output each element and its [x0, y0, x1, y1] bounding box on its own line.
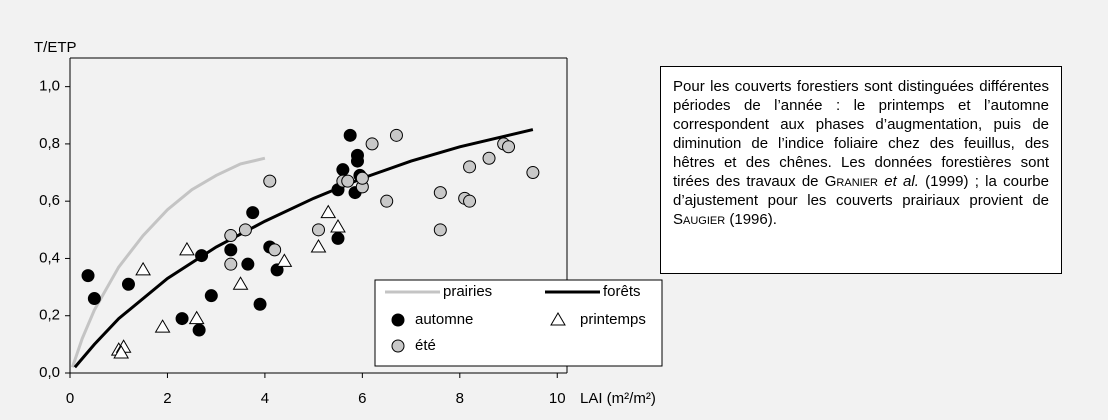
annotation-text: Saugier	[673, 211, 726, 228]
data-point	[463, 160, 477, 174]
data-point	[246, 206, 260, 220]
x-tick-label: 2	[163, 390, 171, 407]
data-point	[365, 137, 379, 151]
data-point	[175, 312, 189, 326]
legend-label: forêts	[603, 283, 641, 300]
x-tick-label: 0	[66, 390, 74, 407]
data-point	[179, 241, 195, 256]
y-tick-label: 0,2	[39, 307, 60, 324]
y-tick-label: 0,6	[39, 192, 60, 209]
data-point	[276, 253, 293, 267]
data-point	[113, 344, 130, 359]
data-point	[188, 310, 205, 325]
data-point	[224, 257, 238, 271]
data-point	[238, 223, 252, 237]
data-point	[224, 229, 238, 243]
x-tick-label: 8	[456, 390, 464, 407]
data-point	[336, 163, 350, 177]
data-point	[87, 292, 101, 306]
data-point	[320, 204, 337, 219]
data-point	[121, 277, 135, 291]
y-tick-label: 0,8	[39, 135, 60, 152]
legend-swatch	[391, 339, 405, 353]
data-point	[389, 128, 403, 142]
data-point	[433, 223, 447, 237]
legend-label: printemps	[580, 311, 646, 328]
y-tick-label: 0,0	[39, 364, 60, 381]
data-point	[195, 249, 209, 263]
annotation-text: (1999) ; la courbe d’ajustement pour les…	[673, 173, 1049, 209]
data-point	[341, 174, 355, 188]
data-point	[204, 289, 218, 303]
data-point	[310, 239, 327, 253]
annotation-box: Pour les couverts forestiers sont distin…	[660, 66, 1062, 274]
y-axis-label: T/ETP	[34, 39, 77, 56]
x-tick-label: 6	[358, 390, 366, 407]
data-point	[312, 223, 325, 237]
fit-line	[71, 156, 266, 368]
data-point	[253, 297, 267, 311]
legend-label: été	[415, 337, 436, 354]
x-tick-label: 4	[261, 390, 269, 407]
data-point	[241, 257, 255, 271]
x-tick-label: 10	[549, 390, 566, 407]
fit-line	[73, 128, 534, 369]
data-point	[224, 243, 238, 257]
legend-label: prairies	[443, 283, 492, 300]
data-point	[482, 151, 496, 165]
data-point	[154, 319, 171, 333]
legend-swatch	[391, 313, 405, 327]
x-axis-label: LAI (m²/m²)	[580, 390, 656, 407]
legend-label: automne	[415, 311, 473, 328]
data-point	[232, 276, 249, 290]
y-tick-label: 0,4	[39, 249, 60, 266]
data-point	[270, 263, 284, 277]
annotation-text: (1996).	[725, 211, 777, 228]
data-point	[135, 261, 151, 276]
data-point	[331, 231, 345, 245]
data-point	[355, 171, 369, 185]
legend-box	[374, 279, 663, 367]
data-point	[350, 154, 364, 168]
legend-swatch	[550, 312, 566, 326]
annotation-text: Pour les couverts forestiers sont distin…	[673, 78, 1049, 190]
data-point	[268, 243, 282, 257]
data-point	[380, 194, 394, 208]
data-point	[192, 323, 206, 337]
data-point	[433, 186, 447, 200]
annotation-text: et al.	[884, 173, 919, 190]
data-point	[463, 194, 477, 208]
data-point	[263, 174, 277, 188]
data-point	[343, 128, 357, 142]
annotation-text: Granier	[824, 173, 878, 190]
data-point	[330, 218, 346, 233]
data-point	[502, 140, 516, 154]
data-point	[526, 166, 540, 180]
y-tick-label: 1,0	[39, 78, 60, 95]
data-point	[81, 269, 95, 283]
